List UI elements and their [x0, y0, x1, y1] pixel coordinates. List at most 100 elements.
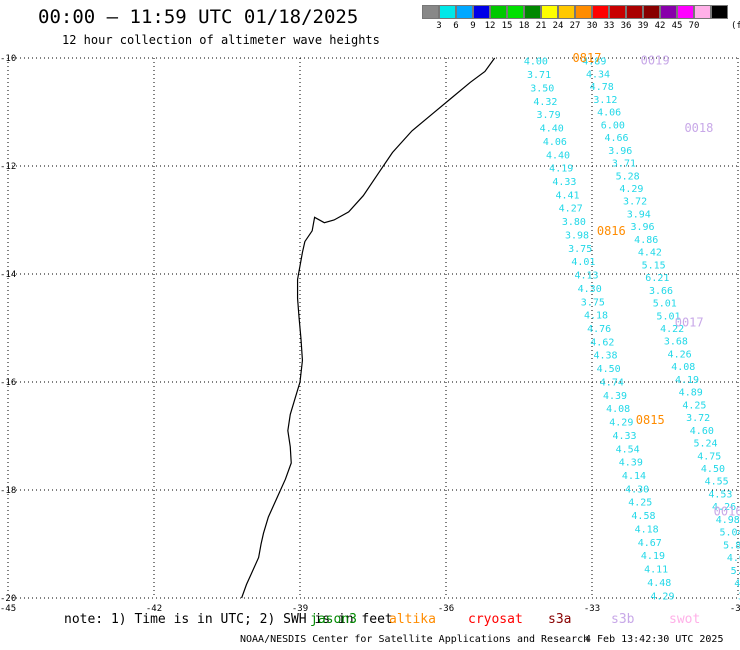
pass-time-label: 0816 [597, 224, 626, 238]
wave-height-value: 5.01 [653, 299, 677, 310]
wave-height-value: 4.06 [597, 108, 621, 119]
wave-height-value: 5.28 [616, 171, 640, 182]
satellite-legend-item: cryosat [468, 612, 523, 627]
color-swatch [677, 5, 694, 19]
wave-height-value: 4.18 [635, 524, 659, 535]
satellite-legend-item: swot [669, 612, 701, 627]
latitude-label: -20 [0, 594, 16, 604]
wave-height-value: 4.98 [716, 515, 740, 526]
wave-height-value: 3.66 [649, 286, 673, 297]
wave-height-value: 3.94 [627, 209, 651, 220]
pass-time-labels: 0817 0019 0018 0816 0017 0815 0016 [573, 51, 740, 519]
pass-time-label: 0018 [684, 121, 713, 135]
color-swatch [490, 5, 507, 19]
satellite-legend-item: s3a [548, 612, 572, 627]
map-note: note: 1) Time is in UTC; 2) SWH is in fe… [64, 612, 393, 627]
wave-height-value: 4.19 [549, 164, 573, 175]
wave-height-value: 4.50 [597, 364, 621, 375]
wave-height-value: 4.11 [644, 565, 668, 576]
color-scale-tick: 45 [671, 21, 683, 31]
color-swatch [575, 5, 592, 19]
color-swatch [558, 5, 575, 19]
wave-height-value: 3.12 [593, 95, 617, 106]
color-swatch [592, 5, 609, 19]
wave-height-value: 3.79 [537, 110, 561, 121]
longitude-label: -45 [0, 604, 16, 614]
wave-height-value: 3.68 [664, 337, 688, 348]
wave-height-value: 4.68 [734, 579, 740, 590]
color-scale-tick: 42 [654, 21, 666, 31]
latitude-label: -10 [0, 54, 16, 64]
wave-height-value: 4.08 [671, 362, 695, 373]
wave-height-value: 4.26 [668, 349, 692, 360]
wave-height-value: 4.32 [533, 97, 557, 108]
wave-height-value: 4.27 [559, 204, 583, 215]
wave-height-value: 4.76 [587, 324, 611, 335]
color-swatch [507, 5, 524, 19]
color-scale-tick: 24 [552, 21, 564, 31]
wave-height-value: 3.72 [686, 413, 710, 424]
wave-height-value: 4.89 [582, 57, 606, 68]
wave-height-value: 4.00 [524, 57, 548, 68]
longitude-label: -39 [292, 604, 308, 614]
pass-time-label: 0019 [641, 54, 670, 68]
longitude-label: -33 [584, 604, 600, 614]
source-credit: NOAA/NESDIS Center for Satellite Applica… [240, 634, 590, 645]
wave-height-value: 4.74 [600, 377, 624, 388]
wave-height-value: 4.01 [571, 257, 595, 268]
color-scale-unit: (ft) [731, 21, 740, 31]
brazil-coastline [241, 57, 496, 599]
wave-height-value: 4.29 [619, 184, 643, 195]
color-scale-tick: 6 [453, 21, 459, 31]
wave-height-value: 3.80 [562, 217, 586, 228]
wave-height-value: 4.25 [682, 400, 706, 411]
color-scale-tick: 12 [484, 21, 496, 31]
color-scale-tick: 9 [470, 21, 476, 31]
map-title: 00:00 – 11:59 UTC 01/18/2025 [38, 6, 359, 28]
color-scale-tick: 36 [620, 21, 632, 31]
wave-height-value: 4.22 [660, 324, 684, 335]
wave-height-value: 4.66 [605, 133, 629, 144]
wave-height-value: 3.30 [738, 591, 740, 602]
wave-height-value: 4.40 [540, 124, 564, 135]
pass-time-label: 0817 [573, 51, 602, 65]
satellite-legend-item: s3b [611, 612, 635, 627]
wave-height-value: 4.26 [712, 502, 736, 513]
satellite-legend-item: altika [389, 612, 436, 627]
color-swatch [660, 5, 677, 19]
color-swatch [694, 5, 711, 19]
wave-height-value: 4.19 [675, 375, 699, 386]
wave-height-value: 4.33 [612, 431, 636, 442]
wave-height-value: 3.96 [608, 146, 632, 157]
wave-height-value: 4.19 [641, 551, 665, 562]
wave-height-value: 4.55 [705, 477, 729, 488]
wave-height-value: 4.89 [679, 388, 703, 399]
wave-height-value: 3.98 [565, 230, 589, 241]
color-scale-tick: 27 [569, 21, 581, 31]
color-swatch [626, 5, 643, 19]
wave-height-value: 4.40 [546, 150, 570, 161]
latitude-label: -18 [0, 486, 16, 496]
color-swatch [473, 5, 490, 19]
wave-height-value: 4.30 [578, 284, 602, 295]
color-scale-bar [422, 5, 728, 19]
color-scale-tick: 3 [436, 21, 442, 31]
wave-height-value: 4.14 [622, 471, 646, 482]
wave-height-value: 4.06 [543, 137, 567, 148]
wave-height-value: 4.75 [697, 451, 721, 462]
wave-height-value: 4.50 [701, 464, 725, 475]
axis-labels: -10 -12 -14 -16 -18 -20-45 -42 -39 -36 -33 -30 [0, 54, 740, 614]
latitude-label: -14 [0, 270, 16, 280]
wave-height-value: 4.48 [647, 578, 671, 589]
color-scale-tick: 39 [637, 21, 649, 31]
wave-height-value: 4.42 [638, 248, 662, 259]
wave-height-value: 4.25 [628, 498, 652, 509]
satellite-legend-item: jason3 [310, 612, 357, 627]
color-scale-tick: 70 [688, 21, 700, 31]
wave-height-tracks: 4.00 3.71 3.50 4.32 3.79 4.40 4.06 4.40 4.19 4.33… [524, 57, 740, 603]
wave-height-value: 4.41 [556, 190, 580, 201]
color-swatch [456, 5, 473, 19]
wave-height-value: 4.53 [708, 489, 732, 500]
